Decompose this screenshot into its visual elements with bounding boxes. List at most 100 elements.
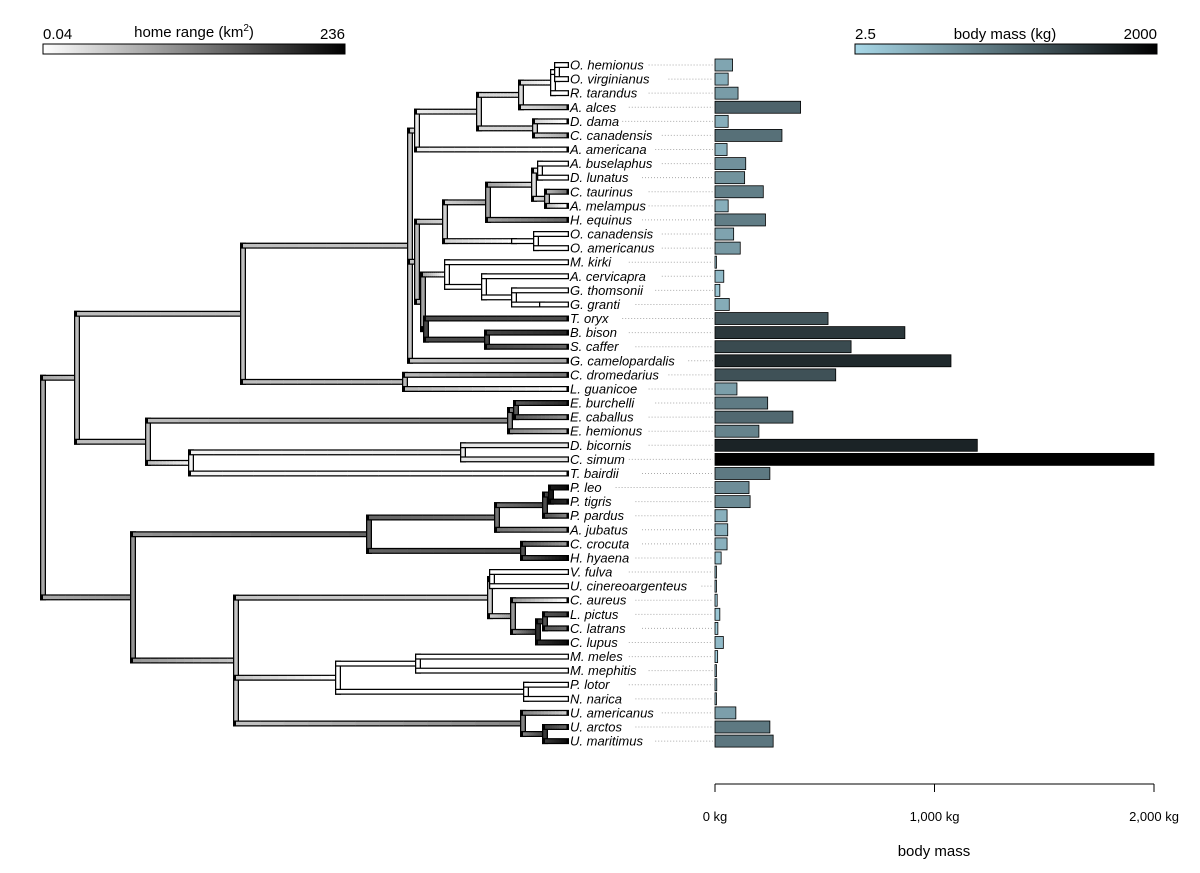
body-mass-min-label: 2.5 [855,26,876,43]
species-label: S. caffer [570,339,619,354]
body-mass-bar [714,678,718,692]
species-label: A. cervicapra [569,269,646,284]
body-mass-bar [714,326,906,340]
species-label: L. pictus [570,607,619,622]
body-mass-bar [714,424,760,438]
body-mass-bar [714,481,750,494]
species-label: U. americanus [570,705,654,720]
body-mass-bar [714,452,1155,466]
species-label: C. crocuta [570,536,629,551]
home-range-legend: 0.04 236 home range (km2) [42,23,346,55]
species-label: P. leo [570,480,602,495]
body-mass-bar [714,312,829,325]
body-mass-bar [714,622,719,635]
species-label: U. maritimus [570,734,643,749]
body-mass-bar [714,227,735,241]
x-axis-title: body mass [898,843,971,860]
home-range-title-sup: 2 [243,23,249,34]
body-mass-bars [714,58,1155,748]
phylogenetic-tree [40,62,569,745]
body-mass-bar [714,706,737,720]
body-mass-bar [714,283,721,297]
species-label: B. bison [570,325,617,340]
x-axis: 0 kg 1,000 kg 2,000 kg [703,783,1179,824]
body-mass-bar [714,185,764,199]
species-label: C. lupus [570,635,618,650]
species-label: R. tarandus [570,86,638,101]
species-label: G. camelopardalis [570,353,675,368]
species-label: C. canadensis [570,128,653,143]
species-label: A. americana [569,142,647,157]
body-mass-bar [714,692,717,706]
species-label: M. kirki [570,255,612,270]
body-mass-bar [714,593,718,607]
body-mass-bar [714,650,719,663]
body-mass-bar [714,734,774,748]
species-label: U. arctos [570,719,623,734]
body-mass-bar [714,199,729,213]
species-label: P. pardus [570,508,624,523]
body-mass-bar [714,129,783,142]
body-mass-bar [714,636,724,649]
species-label: V. fulva [570,565,612,580]
body-mass-bar [714,114,729,128]
home-range-max-label: 236 [320,26,345,43]
species-label: H. equinus [570,212,633,227]
body-mass-bar [714,607,721,621]
body-mass-bar [714,100,802,114]
species-label: L. guanicoe [570,381,637,396]
species-label: G. thomsonii [570,283,644,298]
body-mass-bar [714,396,769,410]
body-mass-bar [714,438,978,452]
species-label: D. lunatus [570,170,629,185]
home-range-title-close: ) [249,24,254,41]
body-mass-bar [714,382,738,396]
x-tick-label: 2,000 kg [1129,809,1179,824]
home-range-title-main: home range (km [134,24,243,41]
body-mass-bar [714,368,837,382]
x-tick-label: 1,000 kg [910,809,960,824]
species-label: A. jubatus [569,522,628,537]
body-mass-bar [714,664,717,678]
body-mass-bar [714,298,730,311]
species-label: D. bicornis [570,438,632,453]
species-label: U. cinereoargenteus [570,579,688,594]
species-label: C. dromedarius [570,367,659,382]
body-mass-bar [714,58,733,72]
species-label: A. buselaphus [569,156,653,171]
species-label: D. dama [570,114,619,129]
species-label: O. virginianus [570,72,650,87]
species-label: T. oryx [570,311,609,326]
body-mass-bar [714,523,729,537]
body-mass-title: body mass (kg) [954,26,1057,43]
species-label: T. bairdii [570,466,620,481]
species-label: O. hemionus [570,58,644,73]
body-mass-bar [714,410,794,424]
body-mass-bar [714,269,725,283]
species-label: A. melampus [569,198,646,213]
body-mass-bar [714,551,722,565]
species-label: M. meles [570,649,623,664]
body-mass-bar [714,157,747,170]
body-mass-bar [714,537,728,551]
home-range-min-label: 0.04 [43,26,72,43]
body-mass-bar [714,354,952,368]
body-mass-bar [714,467,771,480]
species-label: O. canadensis [570,227,654,242]
species-label: C. simum [570,452,625,467]
species-label: P. tigris [570,494,612,509]
body-mass-bar [714,241,741,255]
body-mass-bar [714,720,771,734]
body-mass-bar [714,72,729,86]
species-label: E. hemionus [570,424,643,439]
species-label: C. latrans [570,621,626,636]
species-label: G. granti [570,297,621,312]
x-tick-label: 0 kg [703,809,728,824]
body-mass-bar [714,495,751,509]
body-mass-bar [714,143,728,156]
species-label: M. mephitis [570,663,637,678]
body-mass-bar [714,255,717,269]
body-mass-bar [714,565,717,579]
